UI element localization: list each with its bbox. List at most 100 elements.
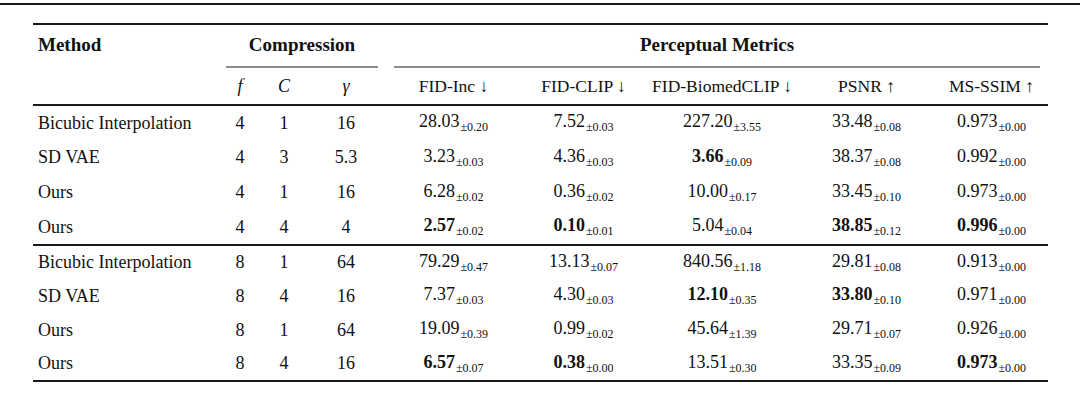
method-cell: Bicubic Interpolation [33,245,218,279]
metric-cell: 3.66±0.09 [646,140,798,175]
metric-cell: 33.80±0.10 [798,279,935,313]
perceptual-cmidrule [394,66,1040,68]
table-row: Ours41166.28±0.020.36±0.0210.00±0.1733.4… [33,175,1048,210]
gamma-cell: 64 [306,313,386,347]
f-cell: 8 [218,279,262,313]
metric-value: 79.29 [419,251,460,271]
metric-cell: 0.973±0.00 [935,105,1048,140]
metric-stderr: ±3.55 [732,120,761,134]
metric-cell: 0.10±0.01 [521,210,646,245]
metric-cell: 0.38±0.00 [521,347,646,381]
metric-stderr: ±0.12 [872,224,901,238]
metric-value: 0.971 [957,284,998,304]
gamma-cell: 64 [306,245,386,279]
metric-value: 13.13 [549,251,590,271]
metric-stderr: ±0.10 [872,293,901,307]
metric-stderr: ±0.39 [459,327,488,341]
metric-stderr: ±0.08 [872,120,901,134]
f-cell: 8 [218,313,262,347]
table-group-f4: Bicubic Interpolation411628.03±0.207.52±… [33,105,1048,245]
c-cell: 1 [262,175,306,210]
metric-stderr: ±0.00 [997,155,1026,169]
metric-cell: 0.99±0.02 [521,313,646,347]
metric-cell: 0.992±0.00 [935,140,1048,175]
metric-cell: 0.36±0.02 [521,175,646,210]
method-cell: Bicubic Interpolation [33,105,218,140]
gamma-cell: 4 [306,210,386,245]
f-cell: 4 [218,175,262,210]
metric-value: 10.00 [687,181,728,201]
metric-value: 0.913 [957,251,998,271]
col-header-fid-biomedclip: FID-BiomedCLIP ↓ [646,69,798,105]
metric-value: 7.52 [553,111,585,131]
metric-stderr: ±0.00 [997,120,1026,134]
metric-value: 4.36 [553,146,585,166]
metric-value: 29.71 [832,318,873,338]
metric-stderr: ±0.07 [455,361,484,375]
metric-value: 3.66 [692,146,724,166]
metric-stderr: ±0.04 [723,224,752,238]
metric-cell: 4.36±0.03 [521,140,646,175]
method-cell: Ours [33,313,218,347]
metric-stderr: ±0.10 [872,190,901,204]
metric-cell: 7.52±0.03 [521,105,646,140]
metric-stderr: ±0.03 [585,120,614,134]
metric-stderr: ±0.02 [455,224,484,238]
metric-cell: 0.913±0.00 [935,245,1048,279]
metric-value: 7.37 [423,284,455,304]
f-cell: 4 [218,105,262,140]
page-top-rule [0,3,1080,5]
metric-stderr: ±0.07 [872,327,901,341]
metric-stderr: ±0.20 [459,120,488,134]
metric-cell: 0.973±0.00 [935,175,1048,210]
metric-cell: 0.996±0.00 [935,210,1048,245]
method-cell: Ours [33,175,218,210]
metric-value: 0.99 [553,318,585,338]
metric-cell: 3.23±0.03 [386,140,521,175]
metric-cell: 38.85±0.12 [798,210,935,245]
header-row-columns: f C γ FID-Inc ↓ FID-CLIP ↓ FID-BiomedCLI… [33,69,1048,105]
f-cell: 8 [218,245,262,279]
table-row: Bicubic Interpolation816479.29±0.4713.13… [33,245,1048,279]
metric-value: 33.80 [832,284,873,304]
gamma-cell: 16 [306,175,386,210]
metric-value: 0.36 [553,181,585,201]
results-table: Method Compression Perceptual Metrics f … [33,23,1048,382]
metric-cell: 45.64±1.39 [646,313,798,347]
col-group-perceptual-metrics: Perceptual Metrics [386,24,1048,64]
metric-stderr: ±1.39 [728,327,757,341]
metric-stderr: ±0.03 [455,293,484,307]
metric-cell: 0.971±0.00 [935,279,1048,313]
table-row: Ours4442.57±0.020.10±0.015.04±0.0438.85±… [33,210,1048,245]
metric-value: 2.57 [423,215,455,235]
metric-value: 45.64 [687,318,728,338]
metric-stderr: ±0.00 [997,293,1026,307]
metric-cell: 7.37±0.03 [386,279,521,313]
f-cell: 4 [218,140,262,175]
metric-cell: 0.926±0.00 [935,313,1048,347]
metric-stderr: ±0.09 [872,361,901,375]
metric-stderr: ±0.00 [585,361,614,375]
metric-stderr: ±0.03 [585,155,614,169]
metric-stderr: ±0.01 [585,224,614,238]
method-cell: SD VAE [33,279,218,313]
metric-value: 5.04 [692,215,724,235]
gamma-cell: 16 [306,279,386,313]
table-row: Bicubic Interpolation411628.03±0.207.52±… [33,105,1048,140]
col-group-compression: Compression [218,24,386,64]
metric-cell: 2.57±0.02 [386,210,521,245]
metric-cell: 6.57±0.07 [386,347,521,381]
metric-value: 0.973 [957,352,998,372]
spacer-cell [33,69,218,105]
c-cell: 1 [262,313,306,347]
metric-cell: 12.10±0.35 [646,279,798,313]
method-cell: Ours [33,347,218,381]
metric-value: 38.85 [832,215,873,235]
metric-cell: 29.81±0.08 [798,245,935,279]
metric-value: 0.992 [957,146,998,166]
metric-value: 840.56 [683,251,733,271]
gamma-cell: 5.3 [306,140,386,175]
metric-stderr: ±0.00 [997,190,1026,204]
metric-stderr: ±0.00 [997,361,1026,375]
metric-stderr: ±0.00 [997,260,1026,274]
